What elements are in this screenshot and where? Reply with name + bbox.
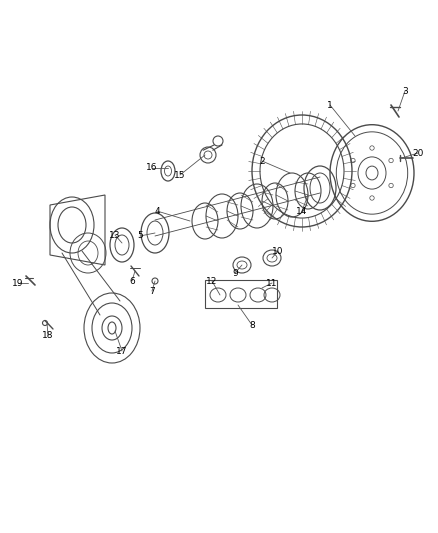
Text: 17: 17 — [116, 346, 128, 356]
Text: 2: 2 — [259, 157, 265, 166]
Text: 18: 18 — [42, 330, 54, 340]
Text: 6: 6 — [129, 277, 135, 286]
Text: 8: 8 — [249, 320, 255, 329]
Text: 15: 15 — [174, 171, 186, 180]
Text: 10: 10 — [272, 246, 284, 255]
Text: 5: 5 — [137, 231, 143, 240]
Text: 1: 1 — [327, 101, 333, 109]
Text: 3: 3 — [402, 86, 408, 95]
Text: 4: 4 — [154, 206, 160, 215]
Text: 11: 11 — [266, 279, 278, 287]
Text: 19: 19 — [12, 279, 24, 287]
Text: 13: 13 — [109, 230, 121, 239]
Text: 20: 20 — [412, 149, 424, 157]
Text: 16: 16 — [146, 164, 158, 173]
Text: 7: 7 — [149, 287, 155, 295]
Text: 14: 14 — [297, 206, 307, 215]
Bar — [205, 280, 277, 308]
Text: 12: 12 — [206, 277, 218, 286]
Text: 9: 9 — [232, 269, 238, 278]
